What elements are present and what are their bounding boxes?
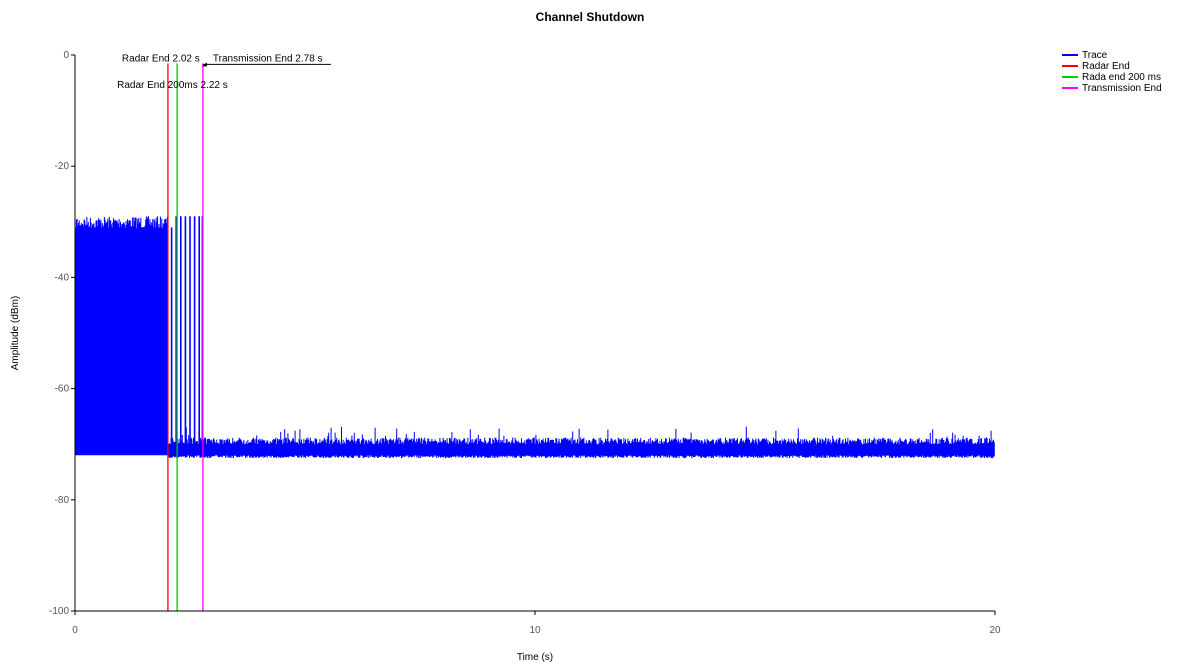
y-tick-label: -40	[55, 272, 70, 283]
x-axis-label: Time (s)	[517, 652, 553, 663]
legend-label: Trace	[1082, 50, 1108, 61]
annotation-transmission-end: Transmission End 2.78 s	[213, 53, 323, 64]
x-ticks: 0 10 20	[72, 611, 1001, 636]
y-tick-label: -80	[55, 495, 70, 506]
x-tick-label: 10	[529, 625, 541, 636]
y-tick-label: -100	[49, 606, 69, 617]
y-ticks: 0 -20 -40 -60 -80 -100	[49, 50, 75, 617]
annotation-radar-end-200ms: Radar End 200ms 2.22 s	[117, 80, 228, 91]
y-tick-label: -20	[55, 161, 70, 172]
trace-noise-floor	[167, 426, 995, 459]
plot-area	[74, 63, 995, 611]
y-axis-label: Amplitude (dBm)	[10, 296, 21, 370]
annotation-arrow	[201, 62, 207, 67]
legend-label: Radar End	[1082, 61, 1130, 72]
legend-label: Rada end 200 ms	[1082, 72, 1161, 83]
x-tick-label: 20	[989, 625, 1001, 636]
trace-burst-region	[74, 216, 168, 456]
x-tick-label: 0	[72, 625, 78, 636]
y-tick-label: 0	[63, 50, 69, 61]
annotation-radar-end: Radar End 2.02 s	[122, 53, 200, 64]
annotations: Radar End 2.02 s Transmission End 2.78 s R…	[117, 53, 331, 91]
y-tick-label: -60	[55, 384, 70, 395]
legend-label: Transmission End	[1082, 83, 1162, 94]
chart-title: Channel Shutdown	[536, 10, 645, 24]
